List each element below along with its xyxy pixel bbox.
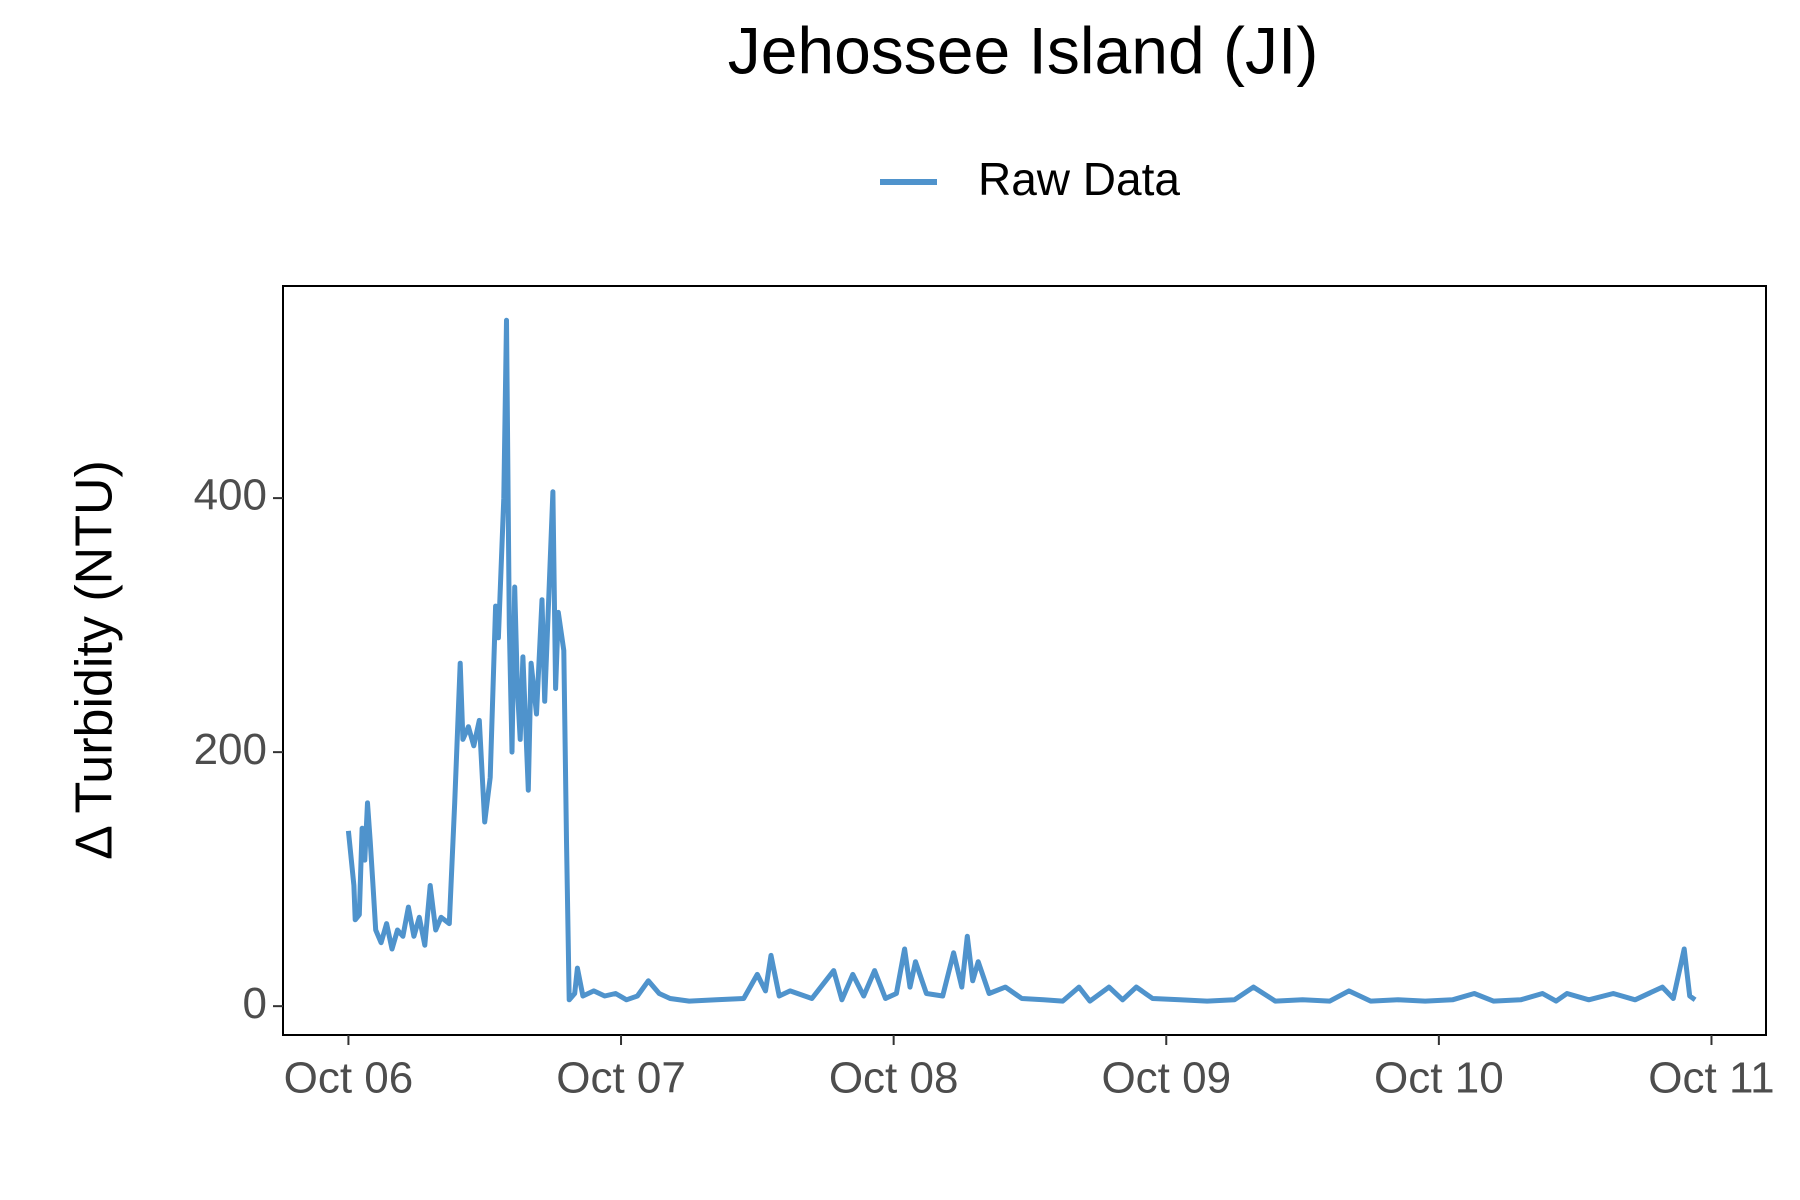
x-tick-label: Oct 09	[1101, 1054, 1231, 1103]
x-tick-label: Oct 11	[1648, 1054, 1774, 1103]
y-tick-label: 0	[243, 979, 267, 1028]
x-tick-label: Oct 08	[829, 1054, 959, 1103]
data-line	[345, 317, 1697, 1004]
chart-title: Jehossee Island (JI)	[728, 13, 1319, 87]
y-tick-label: 200	[194, 725, 267, 774]
y-axis-label: Δ Turbidity (NTU)	[66, 460, 124, 860]
x-tick-label: Oct 10	[1374, 1054, 1504, 1103]
plot-panel	[282, 285, 1767, 1036]
legend-label: Raw Data	[978, 153, 1180, 205]
x-tick-label: Oct 06	[284, 1054, 414, 1103]
x-tick-label: Oct 07	[556, 1054, 686, 1103]
y-tick-label: 400	[194, 471, 267, 520]
